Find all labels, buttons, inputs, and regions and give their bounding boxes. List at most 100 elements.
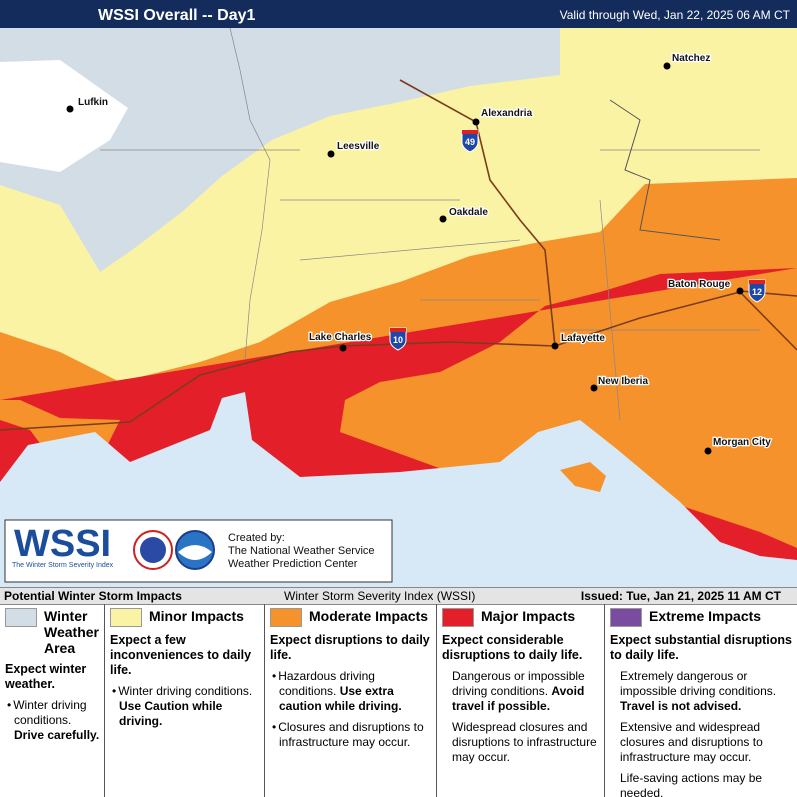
map: WSSI Overall -- Day1 Valid through Wed, … bbox=[0, 0, 797, 587]
legend-item: Life-saving actions may be needed. bbox=[610, 771, 793, 797]
city-dot bbox=[736, 287, 744, 295]
header-bar bbox=[0, 0, 797, 28]
noaa-bird bbox=[178, 545, 212, 560]
city-dot bbox=[472, 118, 480, 126]
legend-headline: Expect a few inconveniences to daily lif… bbox=[110, 633, 252, 677]
logo-box: WSSI The Winter Storm Severity Index Cre… bbox=[4, 519, 393, 583]
legend-title-row: Extreme Impacts bbox=[610, 608, 793, 627]
item-text: Closures and disruptions to infrastructu… bbox=[278, 720, 424, 749]
city-dot bbox=[551, 342, 559, 350]
footer-bar: Potential Winter Storm Impacts Winter St… bbox=[0, 587, 797, 605]
legend-title: Winter Weather Area bbox=[44, 608, 99, 656]
item-emphasis: Avoid travel if possible. bbox=[452, 684, 585, 713]
nws-logo-inner bbox=[140, 537, 166, 563]
item-text: Hazardous driving conditions. bbox=[278, 669, 375, 698]
legend-headline: Expect considerable disruptions to daily… bbox=[442, 633, 583, 662]
city-dot bbox=[663, 62, 671, 70]
org-name: The National Weather Service bbox=[228, 545, 375, 557]
item-emphasis: Use extra caution while driving. bbox=[279, 684, 402, 713]
legend-swatch bbox=[610, 608, 642, 627]
legend-title-row: Major Impacts bbox=[442, 608, 600, 627]
city-dot bbox=[66, 105, 74, 113]
map-title: WSSI Overall -- Day1 bbox=[98, 7, 255, 24]
legend-item: Closures and disruptions to infrastructu… bbox=[270, 720, 432, 750]
city-label: Natchez bbox=[672, 53, 710, 64]
city-label: Lake Charles bbox=[309, 332, 372, 343]
item-emphasis: Travel is not advised. bbox=[620, 699, 742, 713]
legend-title: Extreme Impacts bbox=[649, 608, 762, 624]
shield-top bbox=[749, 280, 765, 284]
valid-time: Valid through Wed, Jan 22, 2025 06 AM CT bbox=[560, 8, 791, 22]
city-dot bbox=[704, 447, 712, 455]
city-label: Morgan City bbox=[713, 437, 771, 448]
legend-title: Major Impacts bbox=[481, 608, 576, 624]
legend-title: Minor Impacts bbox=[149, 608, 244, 624]
item-text: Widespread closures and disruptions to i… bbox=[452, 720, 597, 764]
legend-item: Widespread closures and disruptions to i… bbox=[442, 720, 600, 765]
winter-weather-zone bbox=[0, 28, 560, 272]
city-label: Alexandria bbox=[481, 108, 533, 119]
created-by: Created by: bbox=[228, 532, 285, 544]
item-text: Extensive and widespread closures and di… bbox=[620, 720, 763, 764]
no-impact-zone bbox=[0, 60, 128, 172]
shield-top bbox=[390, 328, 406, 332]
item-text: Winter driving conditions. bbox=[118, 684, 253, 698]
city-label: Leesville bbox=[337, 141, 380, 152]
legend-column: Minor Impacts Expect a few inconveniences… bbox=[105, 604, 265, 797]
cities: Lufkin Natchez Alexandria Leesville Oakd… bbox=[66, 52, 772, 455]
city-dot bbox=[590, 384, 598, 392]
legend-title-row: Moderate Impacts bbox=[270, 608, 432, 627]
item-text: Extremely dangerous or impossible drivin… bbox=[620, 669, 777, 698]
legend-headline: Expect winter weather. bbox=[5, 662, 87, 691]
org-name: Weather Prediction Center bbox=[228, 558, 358, 570]
city-dot bbox=[327, 150, 335, 158]
legend-headline: Expect disruptions to daily life. bbox=[270, 633, 430, 662]
item-text: Life-saving actions may be needed. bbox=[620, 771, 763, 797]
issued-time: Issued: Tue, Jan 21, 2025 11 AM CT bbox=[580, 589, 781, 603]
legend-item: Hazardous driving conditions. Use extra … bbox=[270, 669, 432, 714]
logo-subtitle: The Winter Storm Severity Index bbox=[12, 562, 114, 569]
legend-swatch bbox=[270, 608, 302, 627]
item-emphasis: Drive carefully. bbox=[14, 728, 100, 742]
legend-headline: Expect substantial disruptions to daily … bbox=[610, 633, 792, 662]
legend-item: Extensive and widespread closures and di… bbox=[610, 720, 793, 765]
legend-swatch bbox=[442, 608, 474, 627]
city-label: Lafayette bbox=[561, 333, 605, 344]
legend-swatch bbox=[110, 608, 142, 627]
city-label: Lufkin bbox=[78, 97, 108, 108]
item-text: Dangerous or impossible driving conditio… bbox=[452, 669, 585, 698]
footer-center: Winter Storm Severity Index (WSSI) bbox=[284, 589, 476, 603]
shield bbox=[461, 129, 479, 153]
legend-column: Winter Weather Area Expect winter weather… bbox=[0, 604, 105, 797]
shield-label: 10 bbox=[393, 335, 403, 345]
item-emphasis: Use Caution while driving. bbox=[119, 699, 223, 728]
shield bbox=[748, 279, 766, 303]
legend-title: Moderate Impacts bbox=[309, 608, 429, 624]
footer-left: Potential Winter Storm Impacts bbox=[4, 589, 182, 603]
legend-title-row: Minor Impacts bbox=[110, 608, 260, 627]
county-lines bbox=[100, 27, 760, 421]
city-dot bbox=[339, 344, 347, 352]
shield-top bbox=[462, 130, 478, 134]
shield-label: 49 bbox=[465, 137, 475, 147]
city-label: Baton Rouge bbox=[668, 279, 731, 290]
legend-item: Winter driving conditions. Use Caution w… bbox=[110, 684, 260, 729]
city-label: Oakdale bbox=[449, 207, 488, 218]
impact-legend: Winter Weather Area Expect winter weather… bbox=[0, 604, 797, 797]
island bbox=[560, 462, 606, 492]
legend-column: Extreme Impacts Expect substantial disrup… bbox=[605, 604, 797, 797]
interstate-shields: 49 10 12 bbox=[389, 129, 766, 351]
item-text: Winter driving conditions. bbox=[13, 698, 87, 727]
legend-title-row: Winter Weather Area bbox=[5, 608, 100, 656]
shield bbox=[389, 327, 407, 351]
logo-wordmark: WSSI bbox=[14, 523, 111, 565]
legend-item: Winter driving conditions. Drive careful… bbox=[5, 698, 100, 743]
legend-item: Extremely dangerous or impossible drivin… bbox=[610, 669, 793, 714]
shield-label: 12 bbox=[752, 287, 762, 297]
legend-column: Moderate Impacts Expect disruptions to da… bbox=[265, 604, 437, 797]
legend-item: Dangerous or impossible driving conditio… bbox=[442, 669, 600, 714]
city-label: New Iberia bbox=[598, 376, 648, 387]
legend-swatch bbox=[5, 608, 37, 627]
legend-column: Major Impacts Expect considerable disrupt… bbox=[437, 604, 605, 797]
